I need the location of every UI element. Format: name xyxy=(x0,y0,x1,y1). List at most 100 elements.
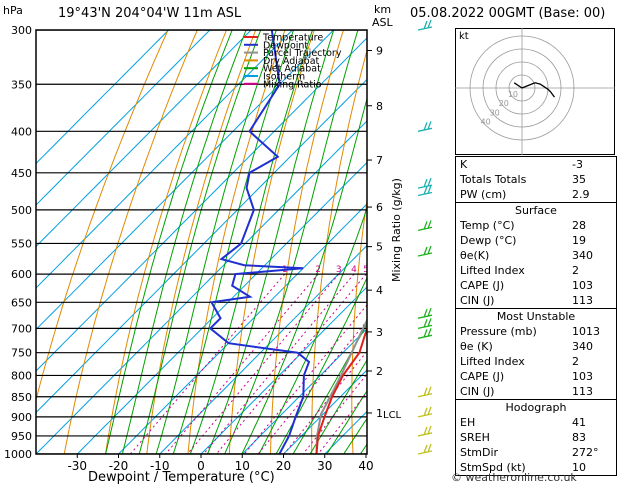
surface-thetae-value: 340 xyxy=(572,249,593,262)
dry-adiabat-line xyxy=(187,30,286,454)
most-unstable-title: Most Unstable xyxy=(496,310,576,323)
mixing-ratio-label: 15 xyxy=(424,265,435,275)
surface-temp-label: Temp (°C) xyxy=(460,219,515,232)
legend-entry-label: Mixing Ratio xyxy=(263,79,322,90)
isotherm-line xyxy=(36,120,367,454)
most-unstable-section: Most Unstable Pressure (mb) 1013 θe (K) 34… xyxy=(456,308,616,399)
mu-row: Lifted Index 2 xyxy=(456,354,616,369)
wind-barb-icon xyxy=(417,220,433,232)
altitude-tick-label: 7 xyxy=(376,154,383,167)
surface-li-value: 2 xyxy=(572,264,579,277)
index-row-pw: PW (cm) 2.9 xyxy=(456,187,616,202)
k-value: -3 xyxy=(572,158,583,171)
lcl-label: LCL xyxy=(383,410,402,421)
pressure-tick-label: 700 xyxy=(11,322,32,335)
surface-dewp-label: Dewp (°C) xyxy=(460,234,517,247)
wet-adiabat-line xyxy=(292,322,367,454)
mu-thetae-value: 340 xyxy=(572,340,593,353)
temperature-tick-label: -10 xyxy=(150,459,170,473)
hodograph-unit-label: kt xyxy=(459,31,469,42)
mu-li-value: 2 xyxy=(572,355,579,368)
altitude-tick-label: 5 xyxy=(376,241,383,254)
surface-row: Dewp (°C) 19 xyxy=(456,233,616,248)
wet-adiabat-line xyxy=(275,276,367,454)
indices-table: K -3 Totals Totals 35 PW (cm) 2.9 Surface T… xyxy=(455,156,617,476)
hodograph-title: Hodograph xyxy=(505,401,567,414)
pressure-tick-label: 850 xyxy=(11,391,32,404)
pressure-tick-label: 300 xyxy=(11,24,32,37)
sreh-label: SREH xyxy=(460,431,490,444)
dry-adiabat-line xyxy=(351,197,367,454)
surface-cape-label: CAPE (J) xyxy=(460,279,505,292)
stmspd-label: StmSpd (kt) xyxy=(460,461,526,474)
temperature-line xyxy=(315,326,367,454)
altitude-tick-label: 9 xyxy=(376,45,383,58)
hodograph-ring-label: 40 xyxy=(481,117,491,126)
mixing-ratio-line xyxy=(186,273,340,454)
mixing-ratio-label: 3 xyxy=(336,265,342,275)
temperature-tick-label: -20 xyxy=(109,459,129,473)
credit-line[interactable]: © weatheronline.co.uk xyxy=(451,471,577,484)
mu-cin-value: 113 xyxy=(572,385,593,398)
isotherm-line xyxy=(36,30,252,248)
dry-adiabat-line xyxy=(104,30,227,454)
surface-cin-label: CIN (J) xyxy=(460,294,495,307)
hodograph-ring-label: 10 xyxy=(508,90,518,99)
mixing-ratio-line xyxy=(317,391,367,454)
mixing-ratio-label: 5 xyxy=(363,265,369,275)
pressure-tick-label: 650 xyxy=(11,296,32,309)
mu-row: CAPE (J) 103 xyxy=(456,369,616,384)
pressure-tick-label: 550 xyxy=(11,237,32,250)
surface-cape-value: 103 xyxy=(572,279,593,292)
wet-adiabat-line xyxy=(121,30,247,454)
eh-label: EH xyxy=(460,416,476,429)
temperature-tick-label: 40 xyxy=(358,459,373,473)
asl-unit-label: ASL xyxy=(372,16,393,29)
storm-motion-arrow xyxy=(513,82,523,89)
wind-barb-icon xyxy=(417,185,433,197)
wind-barb-icon xyxy=(417,121,433,132)
wind-barb-icon xyxy=(417,245,433,257)
wet-adiabat-line xyxy=(224,30,359,454)
pw-label: PW (cm) xyxy=(460,188,507,201)
wet-adiabat-line xyxy=(172,30,295,454)
eh-value: 41 xyxy=(572,416,586,429)
altitude-tick-label: 6 xyxy=(376,201,383,214)
dry-adiabat-line xyxy=(311,48,367,454)
temperature-tick-label: 20 xyxy=(276,459,291,473)
legend-entry-label: Temperature xyxy=(262,33,323,44)
wind-barb-icon xyxy=(417,177,433,189)
isotherm-line xyxy=(36,37,367,372)
wind-barb-icon xyxy=(417,19,433,31)
surface-row: Lifted Index 2 xyxy=(456,263,616,278)
pressure-tick-label: 500 xyxy=(11,204,32,217)
pressure-tick-label: 800 xyxy=(11,369,32,382)
isotherm-line xyxy=(36,78,367,414)
hodograph-ring-label: 20 xyxy=(499,99,509,108)
dewpoint-line xyxy=(208,30,311,454)
isotherm-line xyxy=(159,244,367,454)
legend-entry-label: Wet Adiabat xyxy=(263,64,321,75)
wet-adiabat-line xyxy=(155,30,277,454)
dry-adiabat-line xyxy=(36,30,169,402)
indices-top-rows: K -3 Totals Totals 35 PW (cm) 2.9 xyxy=(456,157,616,202)
mu-row: Pressure (mb) 1013 xyxy=(456,324,616,339)
mu-row: θe (K) 340 xyxy=(456,339,616,354)
surface-thetae-label: θe(K) xyxy=(460,249,490,262)
pressure-tick-label: 350 xyxy=(11,78,32,91)
parcel-trajectory-line xyxy=(315,318,367,454)
surface-row: θe(K) 340 xyxy=(456,248,616,263)
wet-adiabat-line xyxy=(309,359,367,454)
legend-entry-label: Dewpoint xyxy=(263,40,308,51)
stmdir-value: 272° xyxy=(572,446,599,459)
pressure-tick-label: 900 xyxy=(11,411,32,424)
pressure-tick-label: 600 xyxy=(11,268,32,281)
isotherm-line xyxy=(36,30,169,165)
mu-cape-value: 103 xyxy=(572,370,593,383)
pressure-tick-label: 400 xyxy=(11,125,32,138)
wet-adiabat-line xyxy=(189,30,313,454)
hpa-unit-label: hPa xyxy=(3,4,23,17)
x-axis-title: Dewpoint / Temperature (°C) xyxy=(88,470,275,485)
wet-adiabat-line xyxy=(241,96,367,454)
